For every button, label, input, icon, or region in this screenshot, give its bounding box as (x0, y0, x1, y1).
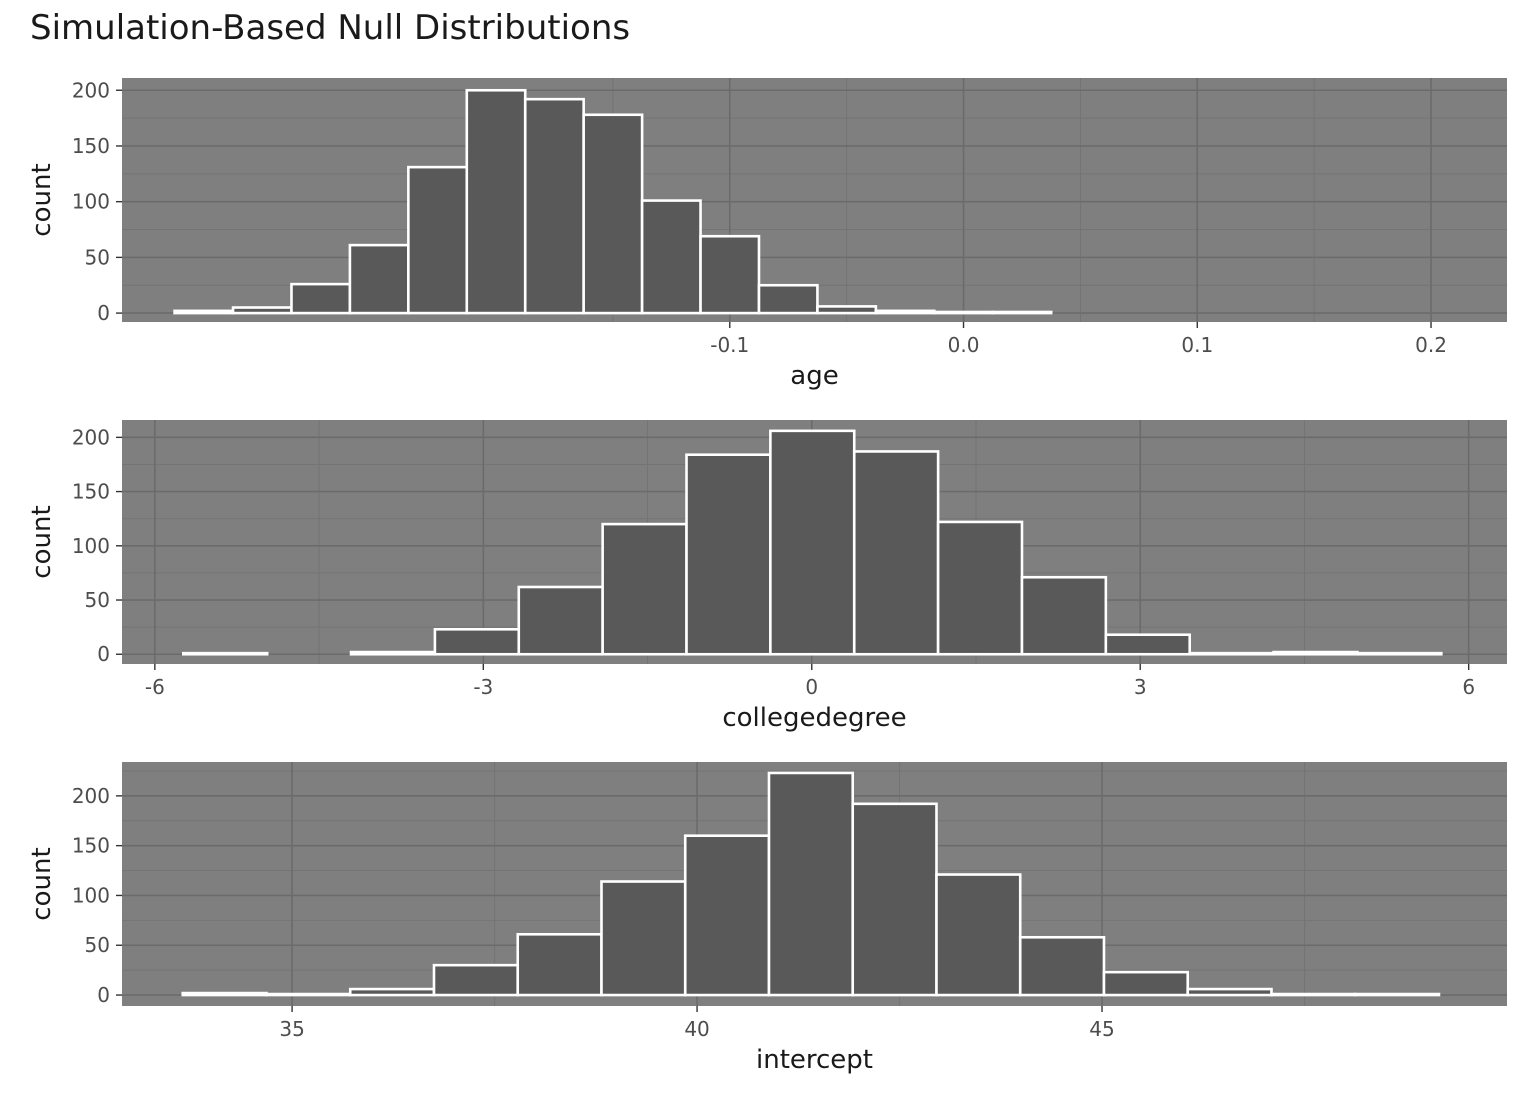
y-tick-label: 150 (72, 834, 110, 858)
histogram-bar (769, 429, 856, 656)
histogram-bar (1018, 935, 1106, 997)
y-tick-label: 50 (85, 245, 110, 269)
x-tick-label: 40 (684, 1017, 709, 1041)
histogram-bar (517, 585, 604, 656)
histogram-bar (1186, 987, 1273, 997)
histogram-bar (182, 651, 269, 656)
histogram-bar (181, 991, 268, 997)
histogram-bar (1102, 970, 1190, 997)
histogram-bar (348, 987, 436, 997)
y-tick-label: 150 (72, 480, 110, 504)
y-tick-label: 100 (72, 883, 110, 907)
histogram-bar (699, 234, 761, 315)
histogram-bar (1353, 992, 1441, 997)
panel-intercept: 0 50 100 150 200 35 40 45 intercept count (27, 762, 1507, 1075)
histogram-bar (936, 520, 1024, 656)
histogram-bar (290, 282, 352, 315)
histogram-bar (991, 310, 1053, 315)
x-axis-title: intercept (756, 1045, 873, 1075)
y-tick-label: 150 (72, 134, 110, 158)
histogram-bar (432, 963, 520, 997)
y-tick-label: 50 (85, 588, 110, 612)
histogram-bar (683, 834, 771, 997)
histogram-bar (523, 97, 585, 315)
x-tick-label: -6 (145, 675, 165, 699)
histogram-bar (1270, 992, 1357, 997)
histogram-bar (935, 873, 1022, 997)
histogram-bar (767, 771, 855, 997)
histogram-bar (601, 522, 688, 656)
histogram-bar (1356, 651, 1443, 656)
histogram-bar (349, 650, 437, 656)
histogram-bar (851, 802, 938, 997)
histogram-bar (265, 992, 352, 997)
y-tick-label: 200 (72, 784, 110, 808)
histogram-bar (640, 199, 702, 315)
panel-age: 0 50 100 150 200 -0.1 0.0 0.1 0.2 age count (27, 78, 1507, 391)
x-tick-label: 3 (1134, 675, 1147, 699)
x-axis-title: collegedegree (722, 703, 906, 733)
y-tick-label: 200 (72, 425, 110, 449)
y-axis-title: count (27, 847, 57, 920)
histogram-bar (757, 283, 819, 315)
histogram-bar (465, 88, 527, 315)
y-tick-label: 0 (97, 983, 110, 1007)
x-tick-label: -3 (473, 675, 493, 699)
x-tick-label: -0.1 (710, 333, 749, 357)
y-tick-label: 50 (85, 933, 110, 957)
histogram-bar (600, 880, 687, 997)
x-tick-label: 6 (1462, 675, 1475, 699)
x-tick-label: 0 (805, 675, 818, 699)
x-tick-label: 0.2 (1415, 333, 1447, 357)
histogram-bar (685, 453, 772, 656)
y-tick-label: 0 (97, 642, 110, 666)
histogram-bar (407, 165, 469, 315)
x-tick-label: 35 (279, 1017, 304, 1041)
histogram-bar (231, 306, 293, 315)
histogram-bar (1188, 651, 1275, 656)
histogram-bar (173, 309, 235, 315)
y-axis-title: count (27, 505, 57, 578)
histogram-bar (852, 450, 940, 656)
histogram-bar (1272, 650, 1359, 656)
y-tick-label: 100 (72, 190, 110, 214)
x-axis-title: age (790, 361, 838, 391)
histogram-bar (582, 113, 644, 315)
histogram-bar (816, 305, 878, 315)
x-tick-label: 0.0 (948, 333, 980, 357)
y-tick-label: 100 (72, 534, 110, 558)
histogram-bar (433, 627, 521, 656)
histogram-bar (1104, 633, 1192, 656)
histogram-bar (932, 310, 995, 315)
x-tick-label: 45 (1089, 1017, 1114, 1041)
y-tick-label: 200 (72, 78, 110, 102)
page-title: Simulation-Based Null Distributions (30, 8, 631, 48)
histogram-bar (1020, 575, 1108, 656)
panel-collegedegree: 0 50 100 150 200 -6 -3 0 3 6 collegedegree count (27, 420, 1507, 733)
histogram-bar (874, 309, 936, 315)
y-tick-label: 0 (97, 301, 110, 325)
histogram-bar (348, 243, 410, 315)
x-tick-label: 0.1 (1181, 333, 1213, 357)
y-axis-title: count (27, 163, 57, 236)
histogram-bar (516, 932, 603, 997)
